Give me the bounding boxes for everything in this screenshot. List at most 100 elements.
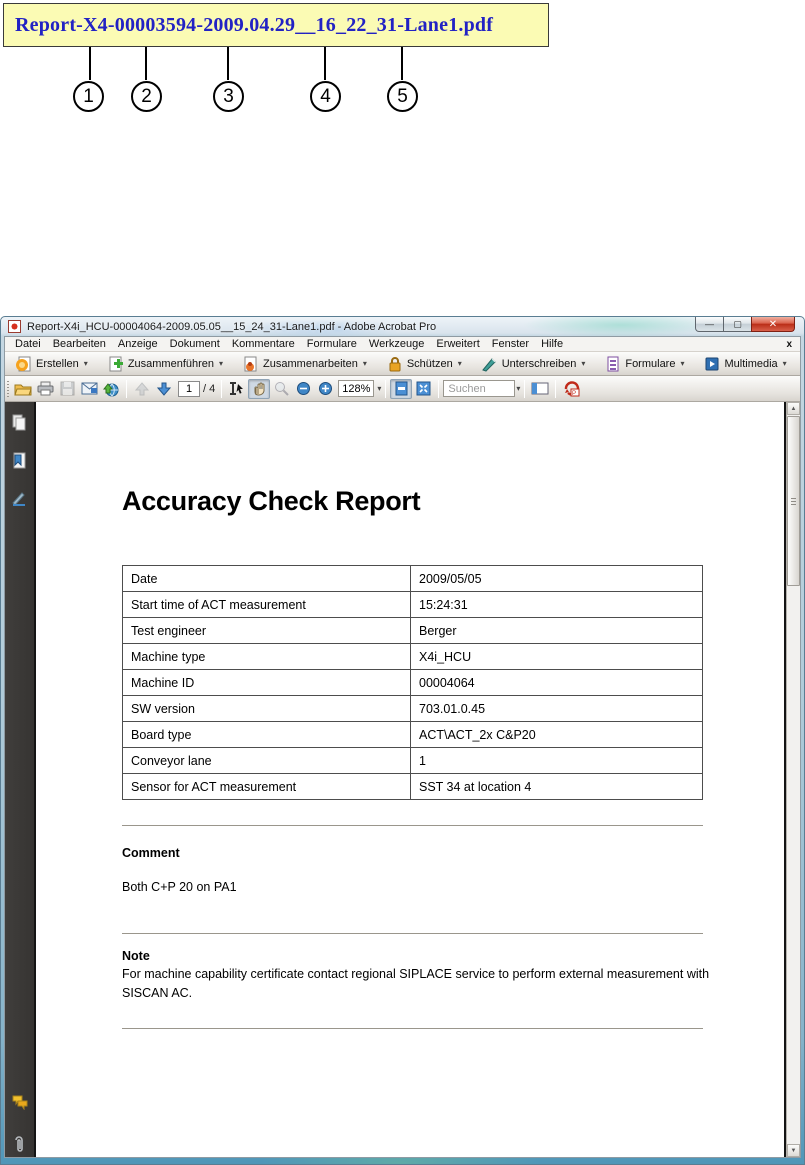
convert-pdf-icon: P (564, 380, 580, 397)
title-bar[interactable]: Report-X4i_HCU-00004064-2009.05.05__15_2… (1, 317, 804, 336)
arrow-down-icon (157, 382, 171, 396)
callout-leader-line (89, 47, 91, 80)
fit-page-button[interactable] (412, 379, 434, 399)
kommentar-button[interactable]: Kommentar ▾ (801, 354, 805, 374)
zoom-level-value: 128% (342, 382, 371, 395)
bookmarks-icon (13, 452, 26, 469)
pages-panel-button[interactable] (11, 414, 28, 431)
row-value: 15:24:31 (410, 591, 703, 618)
close-button[interactable]: ✕ (751, 317, 795, 332)
row-label: Machine type (122, 643, 411, 670)
scroll-down-button[interactable]: ▼ (787, 1144, 800, 1157)
row-value: SST 34 at location 4 (410, 773, 703, 800)
scrollbar-thumb[interactable] (787, 416, 800, 586)
table-row: SW version 703.01.0.45 (122, 695, 703, 722)
callout-3: 3 (213, 81, 244, 112)
comments-icon (12, 1095, 28, 1110)
menu-werkzeuge[interactable]: Werkzeuge (368, 338, 425, 350)
menu-formulare[interactable]: Formulare (306, 338, 357, 350)
table-row: Machine type X4i_HCU (122, 643, 703, 670)
menu-bearbeiten[interactable]: Bearbeiten (52, 338, 106, 350)
maximize-button[interactable]: ▢ (724, 317, 751, 332)
bookmarks-panel-button[interactable] (11, 452, 28, 469)
upload-document-button[interactable] (100, 379, 122, 399)
toolbar-separator (221, 379, 223, 398)
signatures-panel-button[interactable] (11, 490, 28, 507)
row-value: 2009/05/05 (410, 565, 703, 592)
hand-tool-button[interactable] (248, 378, 271, 399)
zusammenarbeiten-button[interactable]: Zusammenarbeiten ▾ (237, 354, 372, 374)
scrolling-mode-button[interactable] (390, 378, 413, 399)
attachments-panel-button[interactable] (11, 1136, 28, 1153)
vertical-scrollbar[interactable]: ▲ ▼ (786, 402, 800, 1157)
open-file-button[interactable] (12, 379, 34, 399)
toolbar-grip[interactable] (7, 380, 9, 397)
menu-erweitert[interactable]: Erweitert (436, 338, 480, 350)
schuetzen-button[interactable]: Schützen ▾ (381, 354, 467, 374)
paperclip-icon (15, 1136, 23, 1152)
page-total-label: / 4 (203, 382, 216, 395)
navigation-panel (5, 402, 34, 1157)
thumb-grip (791, 498, 796, 505)
zoom-dropdown-icon[interactable]: ▾ (377, 384, 382, 393)
next-page-button[interactable] (153, 379, 175, 399)
table-row: Test engineer Berger (122, 617, 703, 644)
erstellen-label: Erstellen (36, 357, 79, 370)
scroll-up-button[interactable]: ▲ (787, 402, 800, 415)
menu-datei[interactable]: Datei (15, 338, 41, 350)
menu-hilfe[interactable]: Hilfe (541, 338, 564, 350)
close-icon: ✕ (768, 318, 778, 330)
menu-kommentare[interactable]: Kommentare (231, 338, 295, 350)
search-dropdown-icon[interactable]: ▾ (516, 384, 521, 393)
menu-anzeige[interactable]: Anzeige (117, 338, 158, 350)
pages-icon (12, 414, 26, 431)
row-value: ACT\ACT_2x C&P20 (410, 721, 703, 748)
chevron-down-icon: ▾ (457, 359, 462, 368)
zusammenfuehren-button[interactable]: Zusammenführen ▾ (102, 354, 228, 374)
divider (122, 825, 703, 826)
toolbar-separator (438, 379, 440, 398)
menu-dokument[interactable]: Dokument (169, 338, 220, 350)
zoom-level-select[interactable]: 128% (338, 380, 375, 397)
marquee-zoom-button[interactable] (270, 379, 292, 399)
row-label: Sensor for ACT measurement (122, 773, 411, 800)
row-label: Test engineer (122, 617, 411, 644)
select-cursor-icon (230, 382, 244, 395)
page-number-input[interactable] (178, 380, 200, 397)
toolbar-separator (555, 379, 557, 398)
pdf-page[interactable]: Accuracy Check Report Date 2009/05/05 Sta… (34, 402, 786, 1157)
convert-pdf-button[interactable]: P (560, 379, 582, 399)
erstellen-button[interactable]: Erstellen ▾ (10, 354, 93, 374)
callout-5: 5 (387, 81, 418, 112)
globe-upload-icon (102, 382, 119, 396)
collaborate-icon (242, 356, 259, 372)
zusammenfuehren-label: Zusammenführen (127, 357, 215, 370)
email-button[interactable] (78, 379, 100, 399)
toolbar-separator (385, 379, 387, 398)
window-chrome: Datei Bearbeiten Anzeige Dokument Kommen… (4, 336, 801, 1158)
svg-text:P: P (572, 391, 576, 397)
lock-icon (386, 356, 403, 372)
minimize-button[interactable]: — (695, 317, 724, 332)
multimedia-button[interactable]: Multimedia ▾ (698, 354, 791, 374)
chevron-down-icon: ▾ (362, 359, 367, 368)
forms-icon (604, 356, 621, 372)
print-button[interactable] (34, 379, 56, 399)
unterschreiben-button[interactable]: Unterschreiben ▾ (476, 354, 591, 374)
row-value: 1 (410, 747, 703, 774)
search-input[interactable] (443, 380, 516, 397)
hand-tool-icon (254, 382, 265, 396)
comments-panel-button[interactable] (11, 1094, 28, 1111)
menu-fenster[interactable]: Fenster (491, 338, 530, 350)
comment-heading: Comment (122, 846, 180, 860)
window-title: Report-X4i_HCU-00004064-2009.05.05__15_2… (27, 320, 437, 333)
email-icon (81, 382, 97, 395)
select-tool-button[interactable] (226, 379, 248, 399)
formulare-button[interactable]: Formulare ▾ (599, 354, 689, 374)
note-text: For machine capability certificate conta… (122, 967, 710, 1000)
zoom-out-button[interactable] (292, 379, 314, 399)
close-document-button[interactable]: x (786, 338, 792, 350)
sidebar-toggle-button[interactable] (529, 379, 551, 399)
navigation-toolbar: / 4 128% ▾ (5, 376, 800, 402)
zoom-in-button[interactable] (314, 379, 336, 399)
